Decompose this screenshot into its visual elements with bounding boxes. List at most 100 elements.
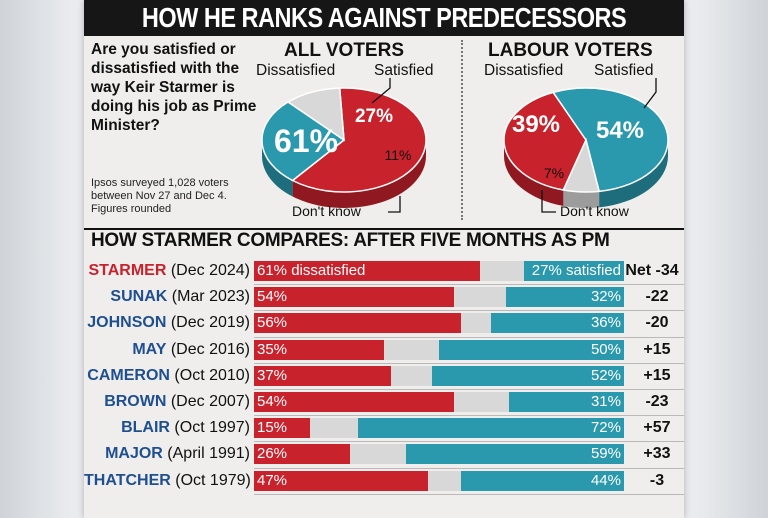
row-divider: [254, 389, 684, 390]
bar-row-johnson: JOHNSON (Dec 2019) 56% 36% -20: [84, 310, 684, 336]
bar-track: 54% 31%: [254, 392, 624, 412]
row-label: CAMERON (Oct 2010): [84, 363, 250, 389]
dissatisfied-value: 54%: [257, 393, 288, 410]
pm-date: (April 1991): [162, 445, 250, 463]
pm-name: MAY: [132, 340, 167, 358]
dissatisfied-bar: 37%: [254, 365, 391, 386]
all-satisfied-leader: [371, 78, 391, 104]
satisfied-bar: 27% satisfied: [524, 261, 624, 281]
all-dontknow-leader: [388, 196, 401, 213]
dissatisfied-bar: 35%: [254, 339, 384, 360]
row-divider: [254, 441, 684, 443]
labour-dontknow-label: Don't know: [560, 203, 629, 219]
labour-satisfied-side: [599, 140, 668, 208]
pm-date: (Oct 1979): [170, 471, 251, 489]
bar-row-thatcher: THATCHER (Oct 1979) 47% 44% -3: [84, 468, 684, 494]
title-banner: HOW HE RANKS AGAINST PREDECESSORS: [84, 0, 684, 36]
bar-track: 15% 72%: [254, 418, 624, 439]
dissatisfied-bar: 61% dissatisfied: [254, 261, 480, 281]
dissatisfied-bar: 26%: [254, 444, 351, 465]
dissatisfied-value: 26%: [257, 445, 288, 463]
row-label: SUNAK (Mar 2023): [84, 284, 250, 310]
dissatisfied-value: 61% dissatisfied: [257, 262, 366, 279]
bar-row-major: MAJOR (April 1991) 26% 59% +33: [84, 441, 684, 467]
satisfied-value: 36%: [590, 314, 621, 332]
net-score: -23: [645, 393, 669, 410]
pm-name: BROWN: [104, 393, 167, 410]
bar-row-sunak: SUNAK (Mar 2023) 54% 32% -22: [84, 284, 684, 310]
satisfied-value: 52%: [590, 366, 621, 384]
satisfied-value: 32%: [590, 288, 621, 306]
satisfied-bar: 31%: [509, 392, 624, 412]
labour-dissatisfied-slice: [503, 91, 587, 191]
bar-row-may: MAY (Dec 2016) 35% 50% +15: [84, 337, 684, 363]
dissatisfied-bar: 47%: [254, 470, 428, 491]
section-rule: [84, 228, 684, 230]
all-satisfied-side: [262, 140, 293, 197]
net-score: +15: [643, 340, 671, 358]
pie-all-voters: 61% 27% 11%: [261, 78, 427, 213]
labour-dissatisfied-value: 39%: [512, 111, 560, 138]
dissatisfied-bar: 54%: [254, 287, 454, 308]
pie-labour-voters: 39% 54% 7%: [503, 78, 669, 213]
pm-date: (Dec 2007): [166, 393, 250, 410]
satisfied-bar: 52%: [431, 365, 624, 386]
all-dontknow-label: Don't know: [292, 203, 361, 219]
all-dontknow-value: 11%: [385, 147, 412, 163]
all-satisfied-label: Satisfied: [374, 62, 434, 79]
bar-row-blair: BLAIR (Oct 1997) 15% 72% +57: [84, 415, 684, 441]
all-dissatisfied-slice: [291, 87, 427, 193]
satisfied-value: 59%: [590, 445, 621, 463]
satisfied-value: 72%: [590, 419, 621, 437]
dissatisfied-bar: 54%: [254, 392, 454, 412]
satisfied-bar: 50%: [439, 339, 624, 360]
satisfied-value: 50%: [590, 340, 621, 358]
dissatisfied-value: 15%: [257, 419, 288, 437]
row-label: MAJOR (April 1991): [84, 441, 250, 467]
bar-track: 26% 59%: [254, 444, 624, 465]
dissatisfied-value: 47%: [257, 471, 288, 489]
labour-dissatisfied-side: [504, 140, 564, 206]
pm-date: (Dec 2019): [166, 314, 250, 332]
infographic-card: HOW HE RANKS AGAINST PREDECESSORS Are yo…: [84, 0, 684, 518]
labour-dontknow-leader: [541, 190, 556, 213]
pm-name: STARMER: [88, 262, 167, 279]
satisfied-bar: 72%: [357, 418, 624, 439]
pm-date: (Mar 2023): [167, 288, 250, 306]
bar-track: 61% dissatisfied 27% satisfied: [254, 261, 624, 281]
net-score: +33: [643, 445, 671, 463]
pm-date: (Dec 2024): [166, 262, 250, 279]
dissatisfied-value: 35%: [257, 340, 288, 358]
all-dissatisfied-value: 61%: [274, 123, 338, 159]
net-score: +15: [643, 366, 671, 384]
net-score: -22: [645, 288, 669, 306]
bar-track: 47% 44%: [254, 470, 624, 491]
dissatisfied-value: 54%: [257, 288, 288, 306]
bar-track: 37% 52%: [254, 365, 624, 386]
row-divider: [254, 310, 684, 312]
pm-date: (Oct 2010): [169, 366, 250, 384]
satisfied-bar: 36%: [490, 313, 624, 334]
bar-track: 56% 36%: [254, 313, 624, 334]
row-divider: [254, 284, 684, 286]
survey-note: Ipsos surveyed 1,028 voters between Nov …: [91, 177, 229, 215]
bar-row-cameron: CAMERON (Oct 2010) 37% 52% +15: [84, 363, 684, 389]
net-score: -3: [649, 471, 665, 489]
pm-name: CAMERON: [87, 366, 170, 384]
labour-dontknow-slice: [562, 137, 601, 193]
satisfied-value: 44%: [590, 471, 621, 489]
row-label: JOHNSON (Dec 2019): [84, 310, 250, 336]
pm-name: MAJOR: [105, 445, 163, 463]
row-label: STARMER (Dec 2024): [84, 258, 250, 284]
pm-name: SUNAK: [110, 288, 168, 306]
all-satisfied-value: 27%: [355, 106, 393, 127]
dissatisfied-bar: 15%: [254, 418, 310, 439]
row-divider: [254, 362, 684, 364]
satisfied-bar: 59%: [405, 444, 624, 465]
page-title: HOW HE RANKS AGAINST PREDECESSORS: [141, 2, 627, 33]
satisfied-value: 27% satisfied: [531, 262, 621, 279]
all-satisfied-slice: [261, 101, 346, 182]
row-divider: [254, 336, 684, 338]
bar-track: 35% 50%: [254, 339, 624, 360]
pm-name: THATCHER: [84, 471, 171, 489]
